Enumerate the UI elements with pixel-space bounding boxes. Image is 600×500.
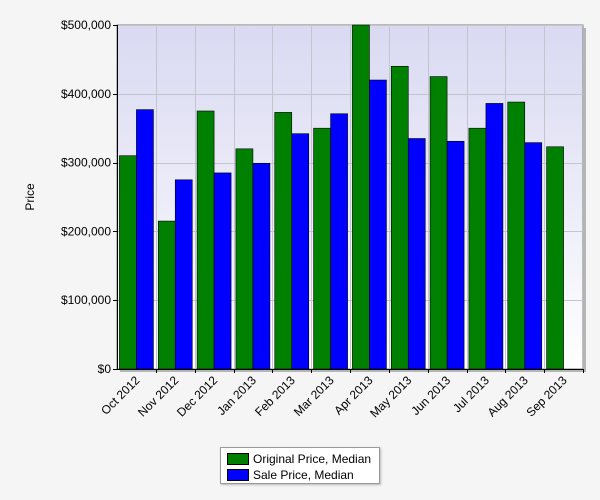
bar-original-price [157, 220, 176, 370]
y-tick-label: $400,000 [61, 87, 111, 101]
bar-sale-price [407, 138, 426, 370]
y-tick-label: $500,000 [61, 18, 111, 32]
bar-original-price [390, 65, 409, 370]
bar-original-price [235, 148, 254, 370]
bar-sale-price [174, 179, 193, 370]
legend-entry-sale-price: Sale Price, Median [227, 467, 373, 482]
y-tick-labels: $0 $100,000 $200,000 $300,000 $400,000 $500,0… [61, 18, 117, 376]
x-tick-label: Jan 2013 [214, 373, 259, 418]
x-tick-label: Jun 2013 [408, 373, 453, 418]
bar-sale-price [330, 113, 348, 370]
bar-original-price [196, 110, 215, 370]
x-tick-label: Feb 2013 [252, 373, 298, 419]
bar-sale-price [252, 162, 271, 370]
grid-lines [117, 25, 583, 369]
x-tick-label: Nov 2012 [135, 373, 181, 419]
bar-sale-price [213, 172, 232, 370]
bar-original-price [352, 24, 370, 370]
bar-original-price [429, 76, 448, 370]
x-tick-label: May 2013 [367, 373, 414, 420]
x-tick-label: Mar 2013 [291, 373, 337, 419]
y-tick-label: $100,000 [61, 293, 111, 307]
bar-original-price [313, 127, 331, 370]
plot-shadow-bottom [120, 370, 586, 372]
bar-sale-price [136, 109, 154, 370]
y-tick-label: $200,000 [61, 224, 111, 238]
bar-sale-price [446, 140, 465, 370]
plot-shadow-right [583, 28, 586, 372]
x-tick-label: Aug 2013 [485, 373, 531, 419]
bar-original-price [546, 146, 564, 370]
legend-swatch-sale-price [227, 468, 249, 481]
bar-sale-price [369, 79, 387, 370]
legend-entry-original-price: Original Price, Median [227, 451, 373, 466]
bar-sale-price [291, 133, 310, 370]
bar-original-price [507, 101, 526, 370]
legend-label-original-price: Original Price, Median [253, 451, 372, 466]
legend-swatch-original-price [227, 452, 249, 465]
y-tick-label: $300,000 [61, 156, 111, 170]
bar-original-price [274, 112, 293, 370]
legend: Original Price, Median Sale Price, Media… [220, 447, 380, 484]
bar-sale-price [485, 103, 504, 370]
legend-label-sale-price: Sale Price, Median [253, 467, 354, 482]
x-tick-label: Dec 2012 [174, 373, 220, 419]
y-tick-label: $0 [98, 362, 112, 376]
x-tick-label: Sep 2013 [523, 373, 569, 419]
y-axis-title: Price [23, 183, 37, 211]
bar-original-price [119, 155, 137, 370]
bar-original-price [468, 127, 487, 370]
bar-sale-price [524, 142, 543, 370]
bars [119, 24, 564, 370]
